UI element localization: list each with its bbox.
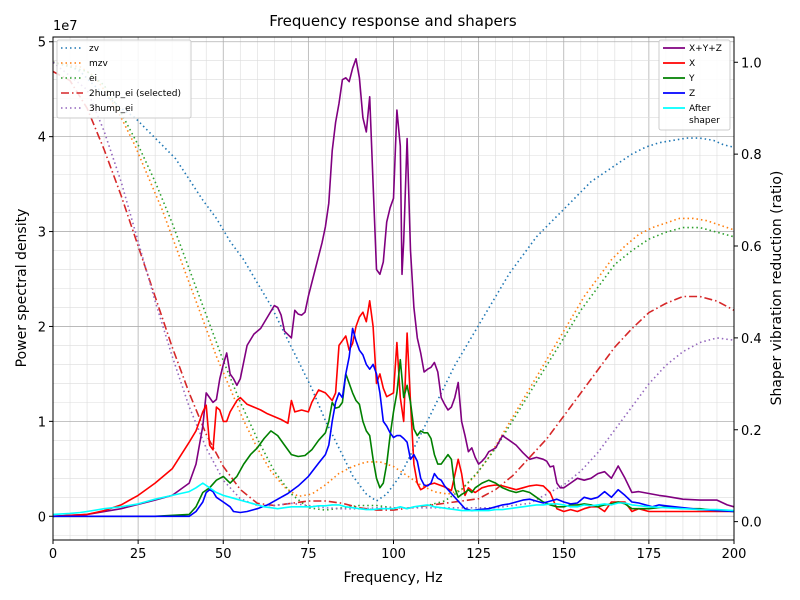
x-tick-label: 100 (381, 547, 406, 562)
psd-line-z (53, 327, 735, 518)
plot-grid (52, 37, 735, 540)
chart-title: Frequency response and shapers (269, 12, 517, 30)
y2-tick-label: 1.0 (741, 56, 762, 71)
x-tick-label: 75 (300, 547, 317, 562)
y-tick-label: 4 (38, 131, 46, 146)
x-tick-label: 175 (636, 547, 661, 562)
x-tick-label: 25 (130, 547, 147, 562)
shaper-line-ei (52, 61, 735, 511)
y-tick-label: 1 (38, 415, 46, 430)
y2-tick-label: 0.6 (741, 240, 762, 255)
y-tick-label: 5 (38, 36, 46, 51)
psd-legend: X+Y+Z XYZ After shaper (658, 39, 731, 131)
psd-line-x (52, 300, 734, 518)
shaper-legend: zv mzv ei 2hump_ei (selected) 3hump_ei (56, 39, 192, 119)
psd-line-after-shaper (52, 482, 735, 516)
x-tick-label: 50 (215, 547, 232, 562)
x-axis-label: Frequency, Hz (343, 570, 442, 586)
shaper-legend-label: zv (89, 44, 100, 54)
x-tick-label: 0 (49, 547, 57, 562)
x-tick-label: 150 (551, 547, 576, 562)
y-tick-label: 3 (38, 226, 46, 241)
y-tick-label: 0 (38, 510, 46, 525)
x-tick-label: 125 (466, 547, 491, 562)
psd-line-y (53, 358, 735, 518)
psd-legend-label: Y (688, 74, 695, 84)
psd-line-x-y-z (52, 58, 735, 518)
y2-axis-label: Shaper vibration reduction (ratio) (769, 171, 785, 406)
shaper-line-2hump_ei (52, 70, 735, 511)
shaper-legend-label: ei (89, 74, 97, 84)
psd-legend-label: Z (689, 89, 695, 99)
y2-tick-label: 0.4 (741, 332, 762, 347)
shaper-curves (52, 61, 735, 511)
shaper-line-mzv (52, 61, 735, 498)
y2-tick-label: 0.2 (741, 424, 762, 439)
psd-legend-label: shaper (689, 116, 720, 126)
y2-tick-label: 0.0 (741, 516, 762, 531)
shaper-legend-frame (56, 39, 192, 119)
axis-ticks: 0 25 50 75 100 125 150 175 200 0 1 2 3 4 5 0.0 0.2 0.4 0.6… (38, 36, 762, 562)
shaper-legend-label: mzv (89, 59, 108, 69)
y2-tick-label: 0.8 (741, 148, 762, 163)
y-offset-label: 1e7 (53, 19, 78, 34)
x-tick-label: 200 (722, 547, 747, 562)
shaper-legend-label: 3hump_ei (89, 104, 133, 114)
psd-legend-label: X+Y+Z (689, 44, 722, 54)
shaper-legend-label: 2hump_ei (selected) (89, 89, 181, 99)
psd-legend-label: X (689, 59, 695, 69)
y-axis-label: Power spectral density (14, 209, 30, 368)
psd-curves (52, 58, 735, 518)
y-tick-label: 2 (38, 320, 46, 335)
shaper-line-zv (52, 61, 735, 502)
psd-legend-label: After (689, 104, 711, 114)
